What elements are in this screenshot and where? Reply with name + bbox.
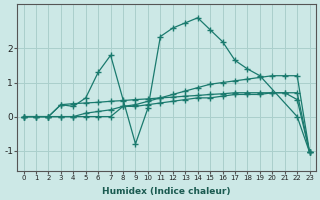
- X-axis label: Humidex (Indice chaleur): Humidex (Indice chaleur): [102, 187, 231, 196]
